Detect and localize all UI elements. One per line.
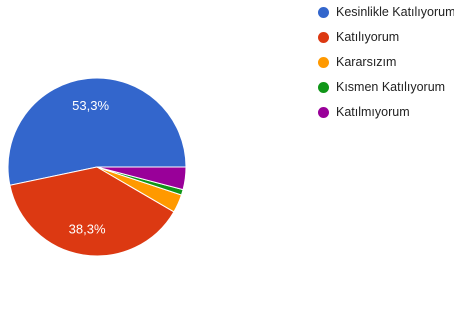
legend-swatch bbox=[318, 6, 329, 18]
chart-legend: Kesinlikle Katılıyorum Katılıyorum Karar… bbox=[318, 4, 454, 129]
data-label-kesinlikle-katiliyorum: 53,3% bbox=[72, 98, 109, 113]
legend-item-kismen-katiliyorum[interactable]: Kısmen Katılıyorum bbox=[318, 79, 454, 95]
legend-item-kararsizim[interactable]: Kararsızım bbox=[318, 54, 454, 70]
data-label-katiliyorum: 38,3% bbox=[69, 222, 106, 237]
legend-label: Kesinlikle Katılıyorum bbox=[336, 5, 454, 19]
legend-swatch bbox=[318, 81, 329, 93]
legend-swatch bbox=[318, 106, 329, 118]
legend-label: Kararsızım bbox=[336, 55, 397, 69]
pie-slice-kesinlikle-katiliyorum[interactable] bbox=[7, 77, 187, 186]
legend-swatch bbox=[318, 31, 329, 43]
legend-label: Katılıyorum bbox=[336, 30, 400, 44]
pie-slice-katiliyorum[interactable] bbox=[9, 166, 175, 257]
legend-label: Katılmıyorum bbox=[336, 105, 410, 119]
legend-label: Kısmen Katılıyorum bbox=[336, 80, 446, 94]
legend-item-katilmiyorum[interactable]: Katılmıyorum bbox=[318, 104, 454, 120]
pie-slice-katilmiyorum[interactable] bbox=[96, 166, 187, 191]
legend-item-kesinlikle-katiliyorum[interactable]: Kesinlikle Katılıyorum bbox=[318, 4, 454, 20]
legend-item-katiliyorum[interactable]: Katılıyorum bbox=[318, 29, 454, 45]
legend-swatch bbox=[318, 56, 329, 68]
